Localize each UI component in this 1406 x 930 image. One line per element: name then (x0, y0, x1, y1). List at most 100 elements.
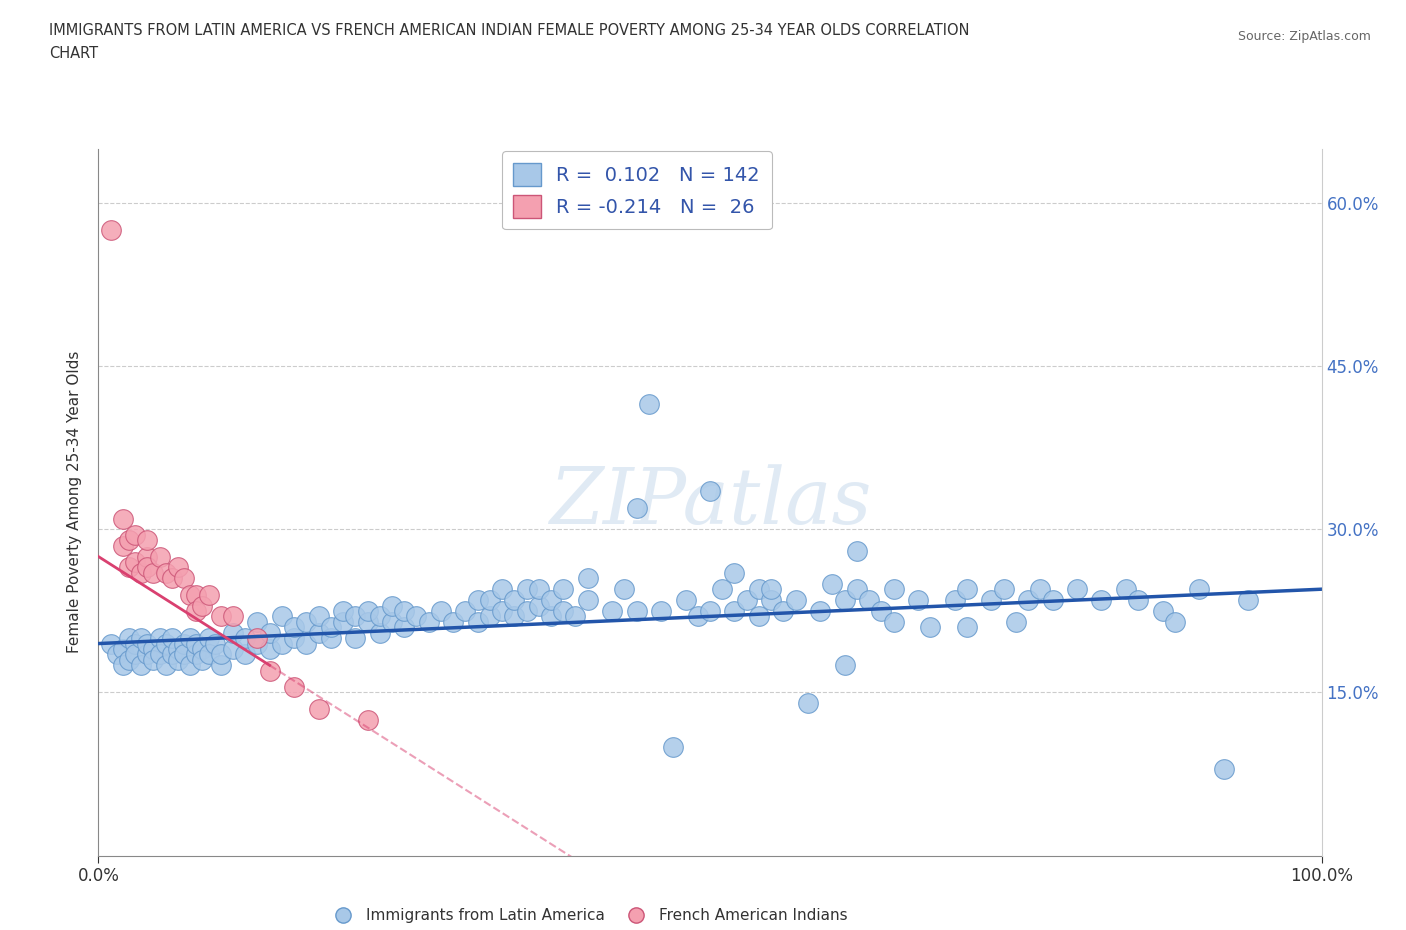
Point (160, 571, 183, 586)
Point (1128, 592, 1150, 607)
Point (430, 604, 453, 618)
Point (748, 609, 770, 624)
Point (626, 604, 648, 618)
Point (179, 658, 201, 672)
Point (626, 500, 648, 515)
Point (186, 647, 208, 662)
Point (613, 582, 636, 597)
Point (870, 604, 893, 618)
Point (478, 609, 501, 624)
Point (356, 604, 378, 618)
Point (491, 582, 513, 597)
Point (246, 631, 269, 645)
Point (441, 615, 464, 630)
Point (356, 712, 378, 727)
Point (149, 647, 172, 662)
Point (136, 647, 159, 662)
Point (503, 592, 526, 607)
Point (650, 604, 672, 618)
Point (381, 598, 404, 613)
Point (1066, 582, 1088, 597)
Point (283, 680, 305, 695)
Point (118, 631, 141, 645)
Point (124, 636, 146, 651)
Point (1004, 615, 1026, 630)
Point (356, 615, 378, 630)
Point (332, 615, 354, 630)
Point (368, 609, 391, 624)
Point (233, 647, 256, 662)
Point (149, 549, 172, 564)
Point (576, 571, 599, 586)
Point (723, 565, 745, 580)
Point (155, 565, 177, 580)
Point (808, 604, 831, 618)
Point (129, 658, 152, 672)
Point (527, 582, 550, 597)
Point (186, 604, 208, 618)
Point (129, 631, 152, 645)
Point (136, 549, 159, 564)
Point (191, 653, 214, 668)
Point (295, 615, 318, 630)
Point (319, 619, 342, 634)
Point (233, 631, 256, 645)
Point (344, 631, 367, 645)
Point (883, 615, 905, 630)
Point (124, 527, 146, 542)
Point (785, 592, 807, 607)
Point (222, 625, 245, 640)
Point (136, 560, 159, 575)
Point (699, 604, 721, 618)
Point (136, 636, 159, 651)
Point (209, 658, 232, 672)
Point (270, 636, 294, 651)
Point (1188, 582, 1211, 597)
Point (405, 609, 427, 624)
Point (772, 604, 794, 618)
Point (1212, 761, 1234, 776)
Point (467, 592, 489, 607)
Point (167, 560, 190, 575)
Point (503, 609, 526, 624)
Point (142, 642, 165, 657)
Point (418, 615, 440, 630)
Point (1164, 615, 1187, 630)
Point (686, 609, 709, 624)
Point (1152, 604, 1174, 618)
Point (711, 582, 734, 597)
Point (246, 636, 269, 651)
Point (124, 647, 146, 662)
Point (821, 577, 844, 591)
Point (553, 604, 575, 618)
Point (920, 619, 942, 634)
Point (270, 609, 294, 624)
Point (723, 604, 745, 618)
Point (259, 663, 281, 678)
Point (540, 592, 562, 607)
Point (515, 582, 537, 597)
Point (118, 560, 141, 575)
Point (283, 631, 305, 645)
Point (136, 533, 159, 548)
Point (1042, 592, 1064, 607)
Point (883, 582, 905, 597)
Point (142, 653, 165, 668)
Point (160, 647, 183, 662)
Point (662, 739, 685, 754)
Point (845, 582, 868, 597)
Point (209, 647, 232, 662)
Point (283, 619, 305, 634)
Point (1237, 592, 1260, 607)
Point (197, 587, 219, 602)
Point (1029, 582, 1052, 597)
Point (100, 223, 122, 238)
Text: ZIPatlas: ZIPatlas (548, 464, 872, 540)
Point (638, 397, 661, 412)
Point (186, 587, 208, 602)
Point (454, 604, 477, 618)
Legend: Immigrants from Latin America, French American Indians: Immigrants from Latin America, French Am… (322, 902, 853, 929)
Point (160, 631, 183, 645)
Point (834, 658, 856, 672)
Text: CHART: CHART (49, 46, 98, 61)
